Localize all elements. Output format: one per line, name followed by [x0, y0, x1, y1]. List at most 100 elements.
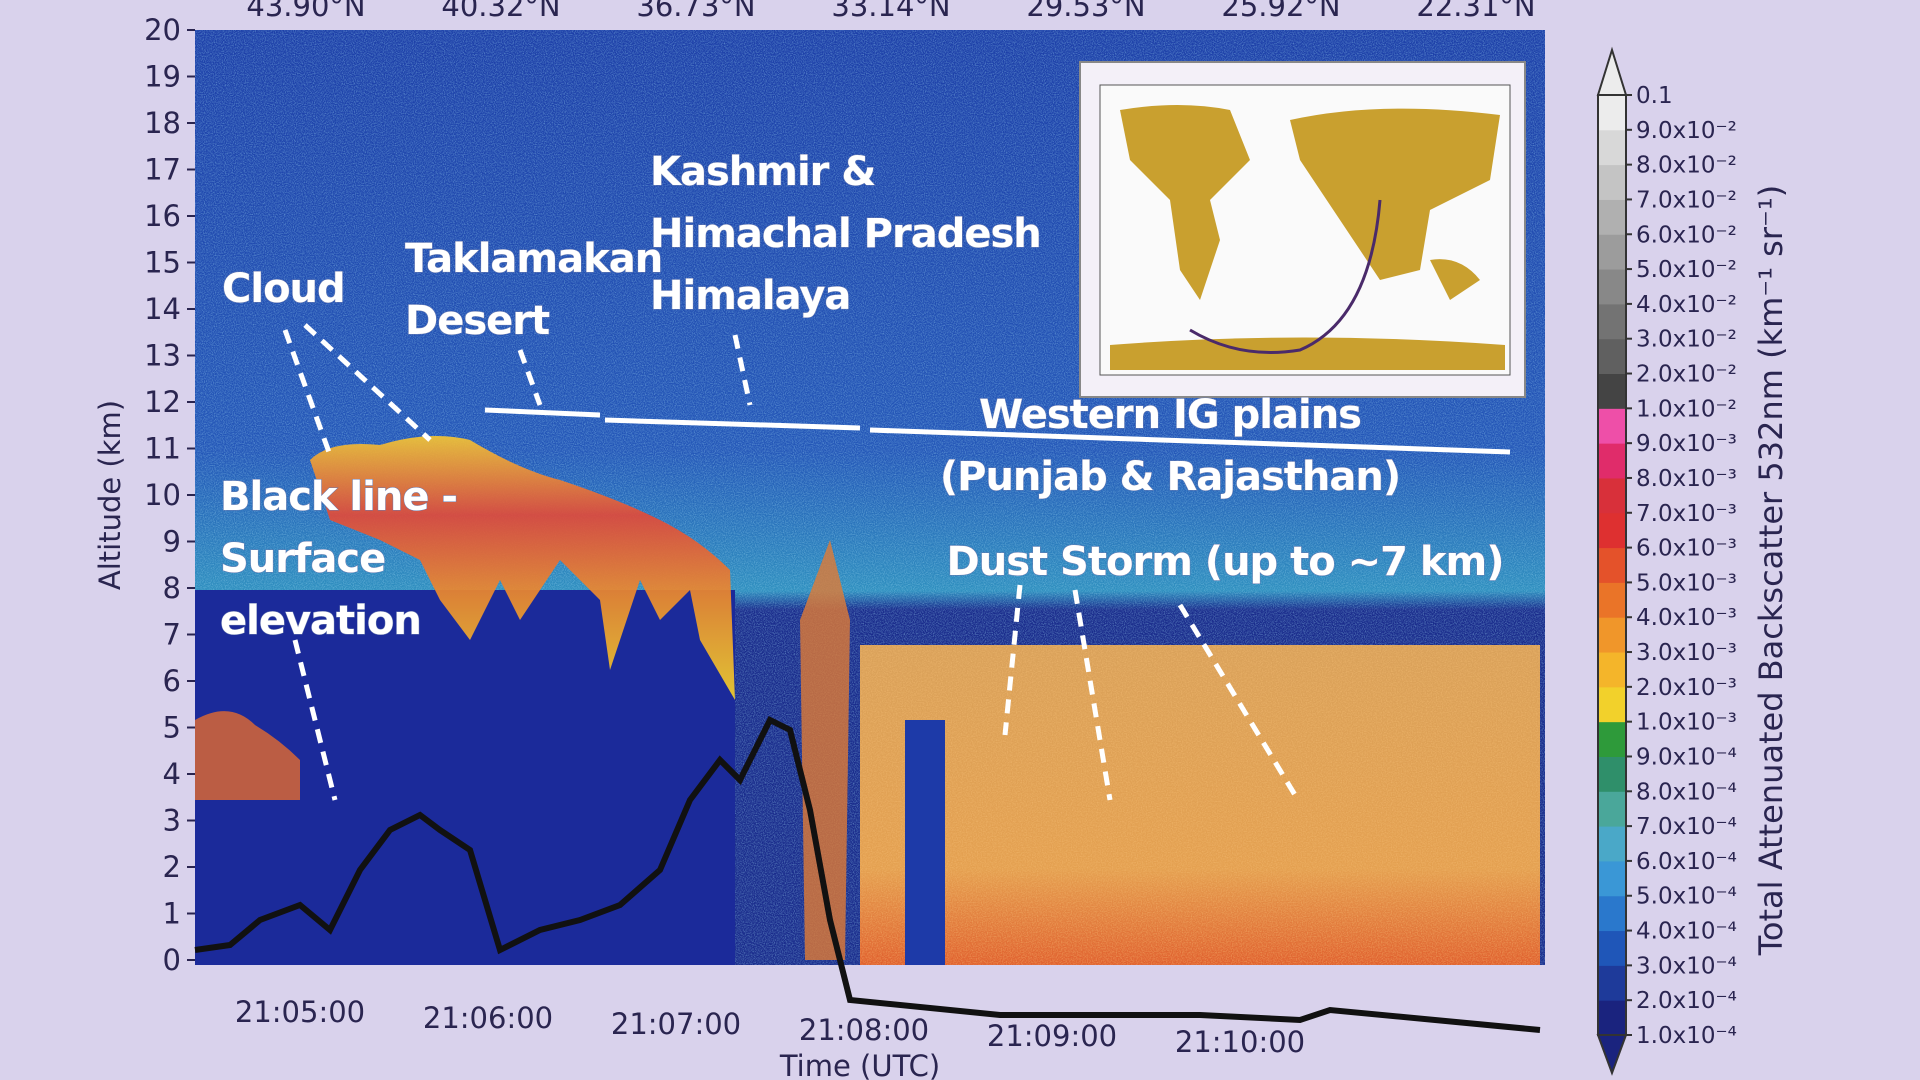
annotation: Surface [220, 536, 385, 582]
colorbar-tick-label: 5.0x10⁻⁴ [1636, 884, 1737, 910]
colorbar-segment [1598, 895, 1626, 932]
colorbar-tick-label: 1.0x10⁻² [1636, 396, 1737, 422]
colorbar-tick-label: 6.0x10⁻⁴ [1636, 849, 1737, 875]
colorbar-segment [1598, 686, 1626, 723]
colorbar-label: Total Attenuated Backscatter 532nm (km⁻¹… [1752, 185, 1790, 956]
colorbar-tick-label: 6.0x10⁻³ [1636, 536, 1737, 562]
colorbar-segment [1598, 373, 1626, 409]
colorbar-segment [1598, 582, 1626, 618]
colorbar-segment [1598, 164, 1626, 200]
colorbar-tick-label: 8.0x10⁻² [1636, 153, 1737, 179]
annotation: Kashmir & [650, 149, 875, 195]
y-tick-label: 0 [163, 943, 181, 977]
colorbar-tick-label: 3.0x10⁻² [1636, 327, 1737, 353]
colorbar-segment [1598, 652, 1626, 688]
colorbar-tick-label: 1.0x10⁻³ [1636, 710, 1737, 736]
colorbar-tick-label: 9.0x10⁻³ [1636, 431, 1737, 457]
colorbar-frame [1597, 94, 1627, 1036]
y-tick-label: 14 [144, 292, 181, 326]
y-tick-label: 10 [144, 478, 181, 512]
colorbar-tick-label: 2.0x10⁻² [1636, 362, 1737, 388]
annotation: (Punjab & Rajasthan) [940, 454, 1400, 500]
colorbar-tick-label: 8.0x10⁻³ [1636, 466, 1737, 492]
x-tick-label: 21:06:00 [423, 1001, 553, 1035]
colorbar-segment [1598, 408, 1626, 444]
y-tick-label: 1 [163, 897, 181, 931]
colorbar-segment [1598, 129, 1626, 166]
top-tick-label: 22.31°N [1416, 0, 1535, 23]
x-axis-label: Time (UTC) [779, 1049, 940, 1080]
colorbar-segment [1598, 791, 1626, 827]
colorbar-extend-bottom [1596, 1034, 1628, 1076]
colorbar-tick-label: 5.0x10⁻³ [1636, 570, 1737, 596]
colorbar-segment [1598, 930, 1626, 966]
colorbar-tick-label: 9.0x10⁻² [1636, 118, 1737, 144]
colorbar-tick-label: 2.0x10⁻⁴ [1636, 988, 1737, 1014]
annotation: Cloud [222, 266, 345, 312]
colorbar-segment [1598, 477, 1626, 514]
colorbar-segment [1598, 303, 1626, 340]
colorbar-tick-label: 5.0x10⁻² [1636, 257, 1737, 283]
y-tick-label: 20 [144, 13, 181, 47]
y-tick-label: 16 [144, 199, 181, 233]
colorbar-tick-label: 8.0x10⁻⁴ [1636, 779, 1737, 805]
y-tick-label: 11 [144, 432, 181, 466]
inset-map [1079, 61, 1526, 398]
x-tick-label: 21:08:00 [799, 1013, 929, 1047]
top-tick-label: 29.53°N [1026, 0, 1145, 23]
colorbar-tick-label: 2.0x10⁻³ [1636, 675, 1737, 701]
annotation: Taklamakan [405, 236, 662, 282]
colorbar-segment [1598, 199, 1626, 235]
colorbar-tick-label: 7.0x10⁻² [1636, 187, 1737, 213]
annotation: Himachal Pradesh [650, 211, 1041, 257]
y-tick-label: 6 [163, 664, 181, 698]
colorbar-segment [1598, 721, 1626, 757]
x-tick-label: 21:05:00 [235, 995, 365, 1029]
x-tick-label: 21:07:00 [611, 1007, 741, 1041]
colorbar-segment [1598, 617, 1626, 653]
colorbar-tick-label: 4.0x10⁻⁴ [1636, 919, 1737, 945]
colorbar-segment [1598, 965, 1626, 1001]
colorbar-tick-label: 4.0x10⁻² [1636, 292, 1737, 318]
colorbar-segment [1598, 547, 1626, 583]
top-tick-label: 43.90°N [246, 0, 365, 23]
y-tick-label: 12 [144, 385, 181, 419]
annotation: Himalaya [650, 273, 850, 319]
annotation-arrows [282, 323, 1511, 801]
colorbar-segment [1598, 269, 1626, 305]
colorbar-segment [1598, 234, 1626, 270]
y-tick-label: 7 [163, 618, 181, 652]
colorbar-segment [1598, 860, 1626, 897]
annotation: Western IG plains [979, 392, 1361, 438]
top-tick-label: 40.32°N [441, 0, 560, 23]
annotation: elevation [220, 598, 421, 644]
colorbar-segment [1598, 338, 1626, 375]
y-tick-label: 9 [163, 525, 181, 559]
colorbar-tick-label: 3.0x10⁻³ [1636, 640, 1737, 666]
colorbar-segment [1598, 95, 1626, 131]
x-tick-label: 21:10:00 [1175, 1025, 1305, 1059]
y-tick-label: 3 [163, 804, 181, 838]
colorbar-tick-label: 6.0x10⁻² [1636, 222, 1737, 248]
colorbar-tick-label: 1.0x10⁻⁴ [1636, 1023, 1737, 1049]
colorbar-segment [1598, 1000, 1626, 1036]
colorbar-extend-top [1596, 46, 1628, 96]
colorbar-tick-label: 0.1 [1636, 83, 1673, 109]
top-tick-label: 25.92°N [1221, 0, 1340, 23]
colorbar-tick-label: 9.0x10⁻⁴ [1636, 744, 1737, 770]
y-tick-label: 5 [163, 711, 181, 745]
colorbar-segment [1598, 443, 1626, 479]
colorbar-segment [1598, 826, 1626, 862]
y-axis-label: Altitude (km) [93, 400, 127, 590]
y-tick-label: 19 [144, 60, 181, 94]
colorbar-tick-label: 3.0x10⁻⁴ [1636, 953, 1737, 979]
y-tick-label: 17 [144, 153, 181, 187]
colorbar-tick-label: 7.0x10⁻⁴ [1636, 814, 1737, 840]
y-tick-label: 15 [144, 246, 181, 280]
annotation: Black line - [220, 474, 457, 520]
annotation: Dust Storm (up to ~7 km) [947, 539, 1504, 585]
colorbar-tick-label: 4.0x10⁻³ [1636, 605, 1737, 631]
top-tick-label: 36.73°N [636, 0, 755, 23]
colorbar-segment [1598, 512, 1626, 549]
annotation: Desert [405, 298, 550, 344]
